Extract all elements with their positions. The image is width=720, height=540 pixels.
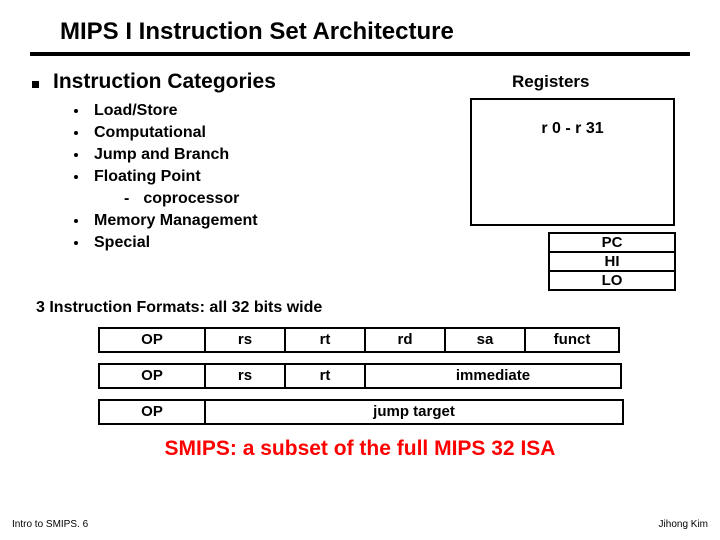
page-title: MIPS I Instruction Set Architecture	[60, 18, 690, 46]
category-label: Computational	[94, 124, 206, 141]
dot-icon	[74, 241, 78, 245]
title-rule	[30, 52, 690, 56]
list-item: Floating Point	[74, 168, 400, 186]
register-range-label: r 0 - r 31	[472, 120, 673, 138]
main-row: Instruction Categories Load/Store Comput…	[30, 70, 690, 289]
dot-icon	[74, 153, 78, 157]
bullet-icon	[32, 81, 39, 88]
field-op: OP	[98, 327, 206, 353]
special-registers: PC HI LO	[548, 232, 690, 291]
hi-register-box: HI	[548, 251, 676, 272]
dot-icon	[74, 175, 78, 179]
registers-heading: Registers	[512, 72, 690, 92]
field-rt: rt	[284, 363, 366, 389]
footer-left: Intro to SMIPS. 6	[12, 519, 88, 530]
dot-icon	[74, 131, 78, 135]
field-rs: rs	[204, 363, 286, 389]
category-label: Floating Point	[94, 168, 201, 185]
subtitle: SMIPS: a subset of the full MIPS 32 ISA	[30, 437, 690, 461]
list-item: Load/Store	[74, 102, 400, 120]
i-format-row: OP rs rt immediate	[98, 363, 690, 389]
field-immediate: immediate	[364, 363, 622, 389]
field-rt: rt	[284, 327, 366, 353]
pc-register-box: PC	[548, 232, 676, 253]
list-item: Computational	[74, 124, 400, 142]
dot-icon	[74, 109, 78, 113]
category-label: Jump and Branch	[94, 146, 229, 163]
field-funct: funct	[524, 327, 620, 353]
left-column: Instruction Categories Load/Store Comput…	[30, 70, 400, 289]
list-item: Special	[74, 234, 400, 252]
category-label: Special	[94, 234, 150, 251]
instruction-formats: OP rs rt rd sa funct OP rs rt immediate …	[98, 327, 690, 425]
right-column: Registers r 0 - r 31 PC HI LO	[400, 70, 690, 289]
j-format-row: OP jump target	[98, 399, 690, 425]
footer-right: Jihong Kim	[659, 519, 708, 530]
field-jump-target: jump target	[204, 399, 624, 425]
field-op: OP	[98, 363, 206, 389]
list-item: Jump and Branch	[74, 146, 400, 164]
dot-icon	[74, 219, 78, 223]
category-sub-label: coprocessor	[143, 190, 239, 207]
category-label: Load/Store	[94, 102, 178, 119]
list-sub-item: -coprocessor	[124, 190, 400, 208]
lo-register-box: LO	[548, 270, 676, 291]
field-sa: sa	[444, 327, 526, 353]
field-op: OP	[98, 399, 206, 425]
formats-heading: 3 Instruction Formats: all 32 bits wide	[36, 299, 690, 317]
field-rs: rs	[204, 327, 286, 353]
dash-icon: -	[124, 190, 129, 207]
category-label: Memory Management	[94, 212, 258, 229]
r-format-row: OP rs rt rd sa funct	[98, 327, 690, 353]
register-file-box: r 0 - r 31	[470, 98, 675, 226]
list-item: Memory Management	[74, 212, 400, 230]
field-rd: rd	[364, 327, 446, 353]
section-header: Instruction Categories	[53, 70, 276, 94]
